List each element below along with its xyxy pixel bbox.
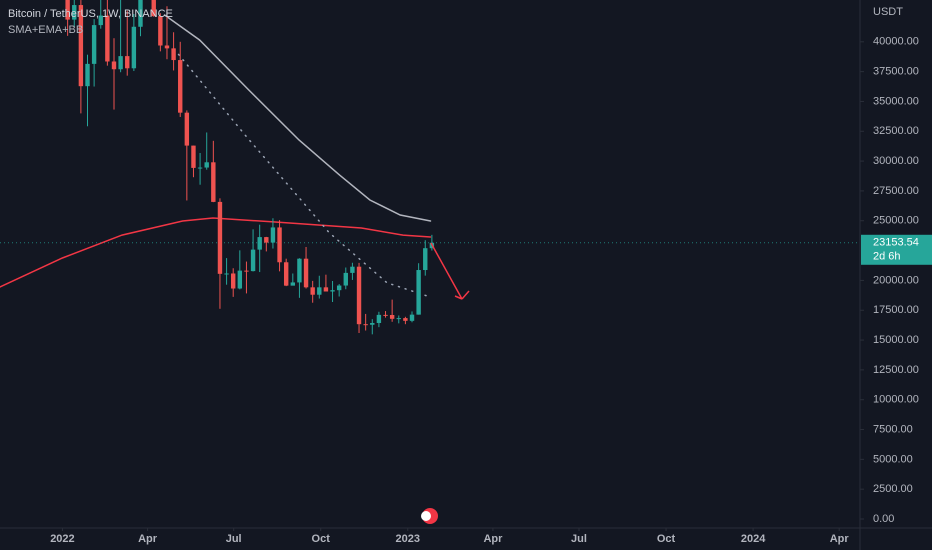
candle-body (237, 270, 243, 289)
candle-body (356, 266, 362, 325)
y-tick-label: 7500.00 (873, 423, 913, 435)
trend-arrow (430, 242, 470, 300)
y-tick-label: 30000.00 (873, 155, 919, 167)
candle-body (178, 60, 183, 113)
y-tick-label: 35000.00 (873, 95, 919, 107)
candle-body (396, 318, 401, 320)
last-price-box (861, 234, 932, 265)
candle-body (343, 272, 348, 286)
x-tick-label: Jul (226, 533, 242, 545)
candle-body (403, 318, 408, 321)
plot-area (0, 0, 860, 335)
candle-body (158, 16, 163, 46)
candle-body (85, 63, 90, 87)
y-tick-label: 12500.00 (873, 364, 919, 376)
y-tick-label: 10000.00 (873, 394, 919, 406)
candle-body (197, 167, 203, 169)
candle-body (423, 248, 428, 271)
candle-body (72, 5, 77, 20)
candle-body (91, 25, 97, 64)
candle-body (303, 258, 309, 288)
candle-body (184, 112, 190, 146)
legend-title: Bitcoin / TetherUS, 1W, BINANCE (8, 8, 173, 20)
y-tick-label: 15000.00 (873, 334, 919, 346)
indicator-line (163, 14, 432, 222)
candle-body (336, 285, 342, 291)
candle-body (131, 26, 137, 69)
candle-body (171, 48, 176, 61)
candle-body (297, 258, 302, 283)
legend-indicators: SMA+EMA+BB (8, 24, 83, 36)
candle-body (224, 273, 229, 275)
y-tick-label: 20000.00 (873, 274, 919, 286)
candle-body (78, 5, 84, 87)
y-tick-label: 17500.00 (873, 304, 919, 316)
x-tick-label: Apr (483, 533, 503, 545)
event-flag (421, 511, 431, 521)
candle-body (376, 314, 382, 323)
candle-body (389, 315, 395, 319)
candle-body (211, 162, 216, 202)
y-tick-label: 32500.00 (873, 125, 919, 137)
candle-body (257, 237, 262, 250)
candle-body (250, 249, 256, 272)
x-tick-label: Apr (830, 533, 850, 545)
candle-body (125, 56, 130, 69)
candle-body (383, 314, 388, 316)
countdown-label: 2d 6h (873, 251, 901, 263)
y-tick-label: 40000.00 (873, 36, 919, 48)
y-tick-label: 25000.00 (873, 215, 919, 227)
candle-body (416, 270, 421, 315)
candle-body (138, 0, 143, 27)
candle-body (409, 314, 415, 321)
candle-body (65, 0, 70, 20)
y-tick-label: 27500.00 (873, 185, 919, 197)
x-tick-label: Oct (312, 533, 331, 545)
candle-body (111, 61, 117, 70)
x-tick-label: Apr (138, 533, 158, 545)
candle-body (204, 162, 209, 168)
candle-body (191, 145, 196, 168)
candle-body (164, 45, 170, 49)
last-price-label: 23153.54 (873, 237, 919, 249)
candle-body (151, 0, 156, 17)
x-tick-label: Jul (571, 533, 587, 545)
candle-body (323, 287, 329, 292)
candle-body (231, 273, 236, 289)
x-tick-label: 2024 (741, 533, 766, 545)
axes: 0.00 2500.00 5000.00 7500.00 10000.00 12500.0… (50, 36, 932, 545)
x-tick-label: 2022 (50, 533, 74, 545)
candle-body (283, 262, 289, 286)
candle-body (363, 324, 368, 326)
y-tick-label: 5000.00 (873, 453, 913, 465)
x-tick-label: Oct (657, 533, 676, 545)
candle-body (277, 227, 282, 263)
y-tick-label: 37500.00 (873, 66, 919, 78)
y-tick-label: 2500.00 (873, 483, 913, 495)
candle-body (310, 287, 315, 295)
candle-body (330, 290, 335, 292)
candle-body (350, 266, 355, 273)
candle-body (317, 287, 322, 295)
candle-body (264, 237, 269, 243)
indicator-line (0, 217, 432, 288)
candle-body (98, 15, 103, 26)
currency-label: USDT (873, 6, 903, 18)
x-tick-label: 2023 (396, 533, 420, 545)
y-tick-label: 0.00 (873, 513, 894, 525)
candle-body (217, 201, 223, 274)
candle-body (105, 15, 110, 62)
candle-body (118, 56, 123, 70)
candle-body (270, 227, 276, 243)
candle-body (244, 270, 249, 272)
candle-body (370, 322, 375, 325)
candle-body (290, 282, 296, 286)
